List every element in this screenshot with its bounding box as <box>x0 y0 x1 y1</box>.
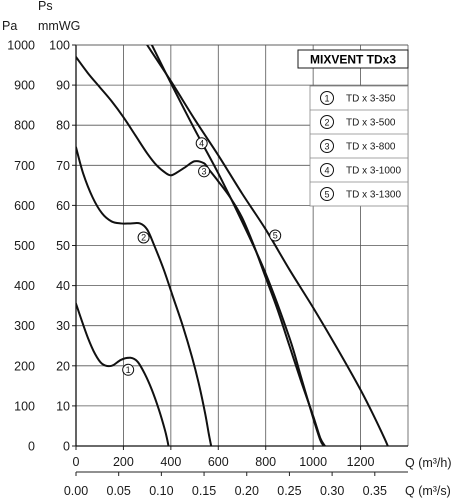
title-box <box>297 49 409 69</box>
legend-badge-label-4: 4 <box>324 166 329 176</box>
y-tick-label: 900 <box>14 79 35 93</box>
x2-tick-label: 0.15 <box>192 484 216 498</box>
curve-badge-2 <box>137 231 150 244</box>
y2-tick-label: 0 <box>63 440 70 454</box>
curve-badge-5 <box>269 229 282 242</box>
curve-badge-label-3: 3 <box>202 167 207 177</box>
curve-series-3 <box>76 56 326 446</box>
x2-tick-label: 0.20 <box>235 484 259 498</box>
x2-tick-label: 0.30 <box>320 484 344 498</box>
axes: 0 200 400 600 800 1000 12000100200300400500600… <box>7 39 408 498</box>
curve-badge-label-5: 5 <box>273 231 278 241</box>
x2-tick-label: 0.00 <box>64 484 88 498</box>
curve-badge-4 <box>195 137 208 150</box>
curve-series-1 <box>76 302 170 446</box>
x-tick-label: 400 <box>160 455 181 469</box>
chart-title: MIXVENT TDx3 <box>310 53 396 67</box>
curve-badge-3 <box>198 165 211 178</box>
legend-entry-5: TD x 3-1300 <box>346 190 401 201</box>
y2-tick-label: 90 <box>56 79 70 93</box>
x2-tick-label: 0.25 <box>277 484 301 498</box>
curve-badge-label-4: 4 <box>199 138 204 148</box>
x-tick-label: 600 <box>208 455 229 469</box>
x2-tick-label: 0.10 <box>149 484 173 498</box>
legend: 1 TD x 3-350 2 TD x 3-500 3 TD x 3-800 4 TD x 3… <box>309 85 409 207</box>
x-tick-label: 1200 <box>347 455 375 469</box>
y-tick-label: 800 <box>14 119 35 133</box>
legend-badge-2 <box>320 115 334 129</box>
x-tick-label: 1000 <box>299 455 327 469</box>
y-tick-label: 700 <box>14 159 35 173</box>
x-tick-label: 200 <box>113 455 134 469</box>
legend-entry-4: TD x 3-1000 <box>346 166 401 177</box>
y2-tick-label: 50 <box>56 239 70 253</box>
y2-tick-label: 40 <box>56 279 70 293</box>
y-tick-label: 1000 <box>7 39 35 53</box>
y-tick-label: 600 <box>14 199 35 213</box>
legend-badge-5 <box>320 187 334 201</box>
curve-markers: 1 2 3 4 5 <box>122 137 282 376</box>
curve-series-5 <box>146 45 389 446</box>
y-tick-label: 0 <box>28 440 35 454</box>
legend-badge-label-2: 2 <box>324 118 329 128</box>
x-tick-label: 0 <box>73 455 80 469</box>
y2-label-top: Ps <box>38 0 53 13</box>
curve-series-2 <box>76 146 213 446</box>
legend-badge-label-3: 3 <box>324 142 329 152</box>
legend-badge-1 <box>320 91 334 105</box>
x2-axis-label: Q (m³/s) <box>405 484 451 498</box>
y2-tick-label: 20 <box>56 359 70 373</box>
y-tick-label: 200 <box>14 359 35 373</box>
curve-badge-label-1: 1 <box>126 365 131 375</box>
legend-entry-3: TD x 3-800 <box>346 142 396 153</box>
x2-tick-label: 0.35 <box>363 484 387 498</box>
y2-tick-label: 30 <box>56 319 70 333</box>
x-axis-label: Q (m³/h) <box>405 456 452 470</box>
y-axis-label: Pa <box>2 19 17 33</box>
y2-axis-label: mmWG <box>38 19 80 33</box>
curve-series-4 <box>150 45 325 446</box>
y-tick-label: 100 <box>14 399 35 413</box>
curve-badge-label-2: 2 <box>141 233 146 243</box>
y-tick-label: 300 <box>14 319 35 333</box>
y2-tick-label: 70 <box>56 159 70 173</box>
y2-tick-label: 10 <box>56 399 70 413</box>
y2-tick-label: 80 <box>56 119 70 133</box>
x2-tick-label: 0.05 <box>107 484 131 498</box>
curves <box>76 45 389 446</box>
y2-tick-label: 100 <box>49 39 70 53</box>
legend-badge-label-5: 5 <box>324 190 329 200</box>
legend-badge-4 <box>320 163 334 177</box>
y2-tick-label: 60 <box>56 199 70 213</box>
legend-badge-3 <box>320 139 334 153</box>
x-tick-label: 800 <box>255 455 276 469</box>
legend-entry-2: TD x 3-500 <box>346 118 396 129</box>
curve-badge-1 <box>122 363 135 376</box>
legend-badge-label-1: 1 <box>324 94 329 104</box>
legend-entry-1: TD x 3-350 <box>346 94 396 105</box>
y-tick-label: 400 <box>14 279 35 293</box>
y-tick-label: 500 <box>14 239 35 253</box>
